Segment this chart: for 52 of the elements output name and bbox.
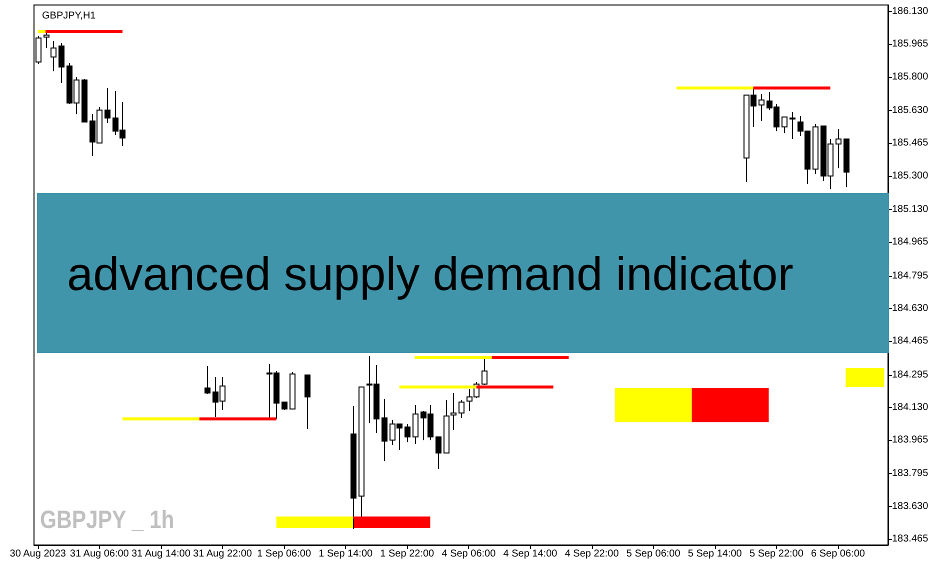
y-tick-label: 185.465 <box>892 138 929 149</box>
text: advanced supply demand indicator <box>67 246 794 300</box>
x-tick-label: 5 Sep 22:00 <box>749 548 804 560</box>
candlestick <box>758 94 764 122</box>
x-tick-label: 1 Sep 14:00 <box>318 548 373 560</box>
y-tick-label: 184.965 <box>892 236 929 248</box>
y-tick-label: 185.800 <box>892 71 929 82</box>
y-tick-label: 186.130 <box>892 6 929 18</box>
candlestick <box>450 392 456 430</box>
y-tick-label: 183.965 <box>892 434 929 446</box>
x-tick-label: 4 Sep 14:00 <box>503 548 558 560</box>
text: GBPJPY,H1 <box>42 10 96 22</box>
y-tick-label: 184.295 <box>892 369 929 380</box>
candlestick <box>458 400 464 418</box>
candlestick <box>50 40 56 72</box>
candlestick <box>412 404 418 445</box>
candlestick <box>782 116 788 134</box>
y-tick-label: 183.630 <box>892 500 929 512</box>
candlestick <box>836 128 842 169</box>
y-tick-label: 183.465 <box>892 534 929 545</box>
candlestick <box>790 112 796 140</box>
y-tick-label: 183.795 <box>892 468 929 480</box>
y-tick-label: 184.795 <box>892 270 929 282</box>
candlestick <box>436 436 442 470</box>
x-tick-label: 31 Aug 14:00 <box>131 548 191 560</box>
x-tick-label: 1 Sep 22:00 <box>380 548 435 560</box>
x-tick-label: 30 Aug 2023 <box>10 548 66 560</box>
x-tick-label: 6 Sep 06:00 <box>811 548 866 560</box>
y-tick-label: 185.630 <box>892 105 929 116</box>
banner: advanced supply demand indicator <box>37 193 889 353</box>
y-tick-label: 184.630 <box>892 302 929 314</box>
candlestick <box>44 32 50 48</box>
candlestick <box>404 424 410 443</box>
candlestick <box>382 398 388 462</box>
y-tick-label: 185.130 <box>892 204 929 215</box>
candlestick <box>304 374 310 430</box>
candlestick <box>204 366 210 394</box>
x-tick-label: 31 Aug 22:00 <box>193 548 252 560</box>
y-tick-label: 184.465 <box>892 336 929 347</box>
x-tick-label: 1 Sep 06:00 <box>257 548 312 560</box>
candlestick <box>58 42 64 84</box>
y-tick-label: 184.130 <box>892 402 929 413</box>
candlestick <box>482 358 488 386</box>
x-tick-label: 5 Sep 14:00 <box>688 548 742 560</box>
x-tick-label: 4 Sep 06:00 <box>442 548 496 560</box>
x-tick-label: 5 Sep 06:00 <box>626 548 681 560</box>
y-tick-label: 185.300 <box>892 170 929 182</box>
x-tick-label: 31 Aug 06:00 <box>70 548 130 560</box>
y-tick-label: 185.965 <box>892 38 929 50</box>
annotation: GBPJPY _ 1h <box>40 506 174 535</box>
candlestick <box>104 87 110 124</box>
x-tick-label: 4 Sep 22:00 <box>564 548 620 560</box>
